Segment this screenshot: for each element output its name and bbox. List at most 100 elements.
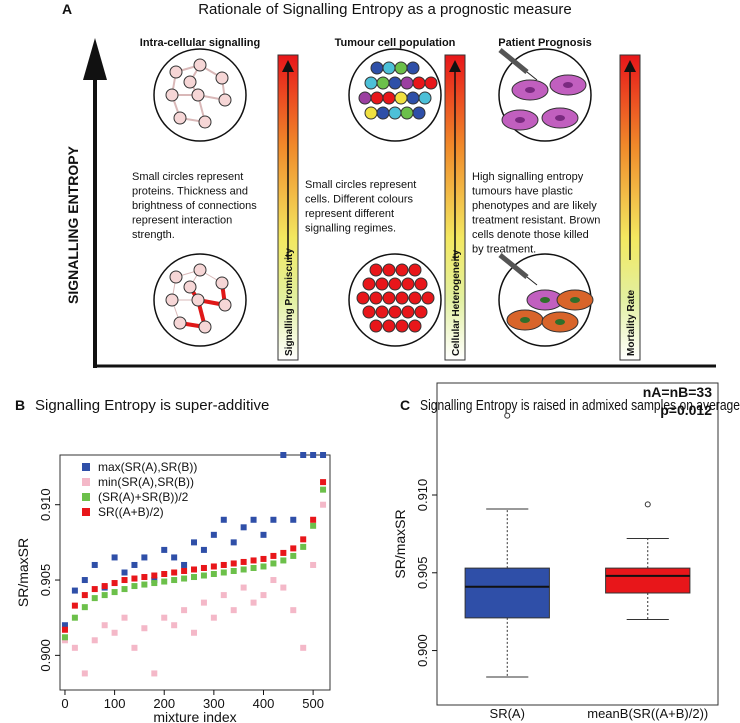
point — [290, 545, 297, 552]
cell — [362, 305, 376, 319]
cell — [376, 76, 390, 90]
description: signalling regimes. — [305, 223, 396, 235]
legend-swatch — [82, 508, 90, 516]
cell — [382, 291, 396, 305]
point — [161, 578, 168, 585]
plot-frame — [436, 382, 719, 706]
point — [310, 561, 317, 568]
y-tick-label: 0.910 — [415, 479, 430, 512]
cell — [414, 277, 428, 291]
point — [181, 567, 188, 574]
cell — [370, 91, 384, 105]
point — [121, 586, 128, 593]
point — [191, 539, 198, 546]
cell — [394, 61, 408, 75]
point — [230, 607, 237, 614]
node — [183, 280, 197, 294]
cell — [388, 277, 402, 291]
cell — [369, 263, 383, 277]
x-tick-label: 100 — [104, 696, 126, 711]
point — [71, 614, 78, 621]
cell — [364, 106, 378, 120]
node — [169, 270, 183, 284]
legend-swatch — [82, 463, 90, 471]
cell — [382, 263, 396, 277]
node — [173, 111, 187, 125]
point — [151, 577, 158, 584]
point — [280, 549, 287, 556]
cell — [394, 91, 408, 105]
syringe — [498, 253, 529, 279]
point — [220, 569, 227, 576]
charts: B Signalling Entropy is super-additive SR/… — [15, 382, 740, 723]
cell — [376, 106, 390, 120]
point — [200, 572, 207, 579]
point — [131, 644, 138, 651]
point — [270, 577, 277, 584]
cell — [388, 305, 402, 319]
y-tick-label: 0.905 — [38, 564, 53, 597]
point — [121, 614, 128, 621]
panel-a: Intra-cellular signallingregimeSmall cir… — [132, 37, 641, 361]
point — [171, 569, 178, 576]
point — [101, 622, 108, 629]
description: by treatment. — [472, 244, 536, 256]
box — [464, 567, 550, 619]
point — [310, 452, 317, 458]
description: cells denote those killed — [472, 229, 589, 241]
panel-title: Rationale of Signalling Entropy as a pro… — [198, 1, 572, 18]
point — [111, 629, 118, 636]
point — [161, 571, 168, 578]
cell — [364, 76, 378, 90]
point — [111, 580, 118, 587]
point — [151, 572, 158, 579]
nucleus — [540, 297, 550, 303]
nucleus — [570, 297, 580, 303]
point — [300, 452, 307, 458]
point — [230, 560, 237, 567]
point — [71, 587, 78, 594]
point — [270, 560, 277, 567]
cell — [408, 291, 422, 305]
cell — [395, 263, 409, 277]
y-tick-label: 0.900 — [38, 639, 53, 672]
point — [210, 571, 217, 578]
cell — [418, 91, 432, 105]
point — [191, 629, 198, 636]
y-tick-label: 0.910 — [38, 488, 53, 521]
point — [91, 637, 98, 644]
point — [300, 543, 307, 550]
point — [141, 554, 148, 561]
x-tick-label: SR(A) — [490, 706, 525, 721]
description: brightness of connections — [132, 200, 257, 212]
point — [71, 644, 78, 651]
cell — [414, 305, 428, 319]
node — [193, 58, 207, 72]
point — [290, 516, 297, 523]
cell — [406, 91, 420, 105]
point — [111, 554, 118, 561]
point — [310, 516, 317, 523]
bar-label: Mortality Rate — [626, 289, 637, 356]
cell — [408, 263, 422, 277]
legend-swatch — [82, 493, 90, 501]
point — [310, 522, 317, 529]
cell — [412, 76, 426, 90]
cell — [406, 61, 420, 75]
description: Small circles represent — [132, 171, 243, 183]
node — [191, 293, 205, 307]
point — [181, 561, 188, 568]
point — [320, 479, 327, 486]
point — [161, 614, 168, 621]
box — [605, 567, 691, 594]
description: represent interaction — [132, 215, 232, 227]
point — [81, 604, 88, 611]
point — [320, 486, 327, 493]
description: treatment resistant. Brown — [472, 215, 600, 227]
point — [121, 569, 128, 576]
description: represent different — [305, 208, 394, 220]
point — [91, 561, 98, 568]
annotation: p=0.012 — [660, 402, 712, 418]
point — [141, 581, 148, 588]
outlier — [504, 412, 511, 419]
